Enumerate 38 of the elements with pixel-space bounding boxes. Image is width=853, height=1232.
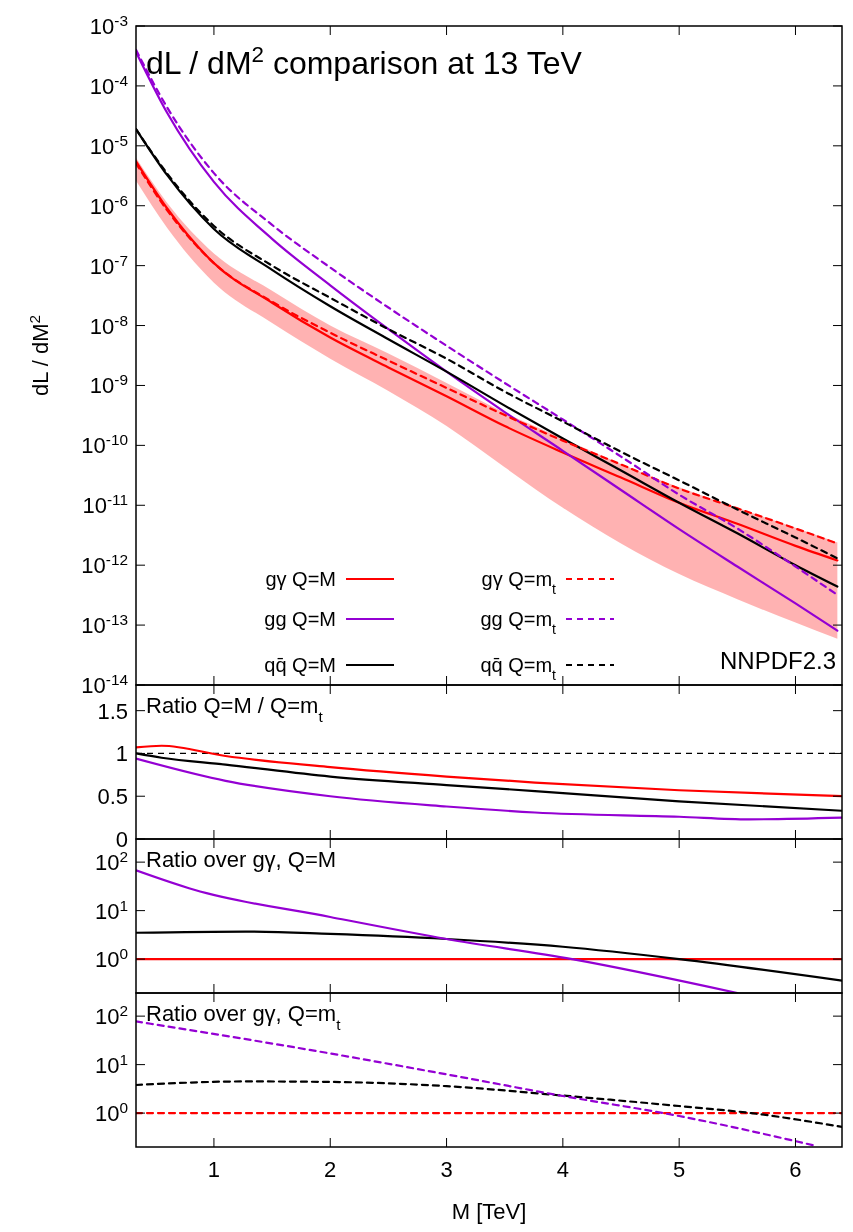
y-tick-label: 0.5 — [97, 784, 128, 810]
y-tick-label: 10$^{-9}$ — [89, 370, 128, 399]
y-tick-label: 10$^{-10}$ — [81, 430, 128, 459]
annotation: NNPDF2.3 — [719, 647, 836, 674]
x-tick-label: 3 — [440, 1157, 453, 1182]
x-axis-title: M [TeV] — [451, 1199, 527, 1224]
y-tick-label: 10$^{-7}$ — [89, 251, 128, 279]
y-tick-label: 10$^{-11}$ — [82, 490, 128, 519]
x-tick-label: 6 — [789, 1157, 802, 1182]
x-tick-label: 1 — [207, 1157, 221, 1182]
y-tick-label: 10$^{-4}$ — [89, 71, 129, 99]
y-tick-label: 10$^{0}$ — [94, 1098, 128, 1127]
y-tick-label: 1 — [115, 741, 128, 767]
y-tick-label: 10$^{-13}$ — [81, 610, 128, 639]
y-tick-label: 10$^{2}$ — [94, 1001, 128, 1030]
x-tick-label: 4 — [556, 1157, 569, 1182]
legend-label: gg Q=M — [264, 608, 336, 630]
text: Ratio Q=M / Q=m$_{t}$ — [146, 693, 324, 725]
y-tick-label: 10$^{0}$ — [94, 944, 128, 973]
x-tick-label: 2 — [324, 1157, 337, 1182]
x-tick-label: 5 — [673, 1157, 686, 1182]
chart-title: Ratio over gγ, Q=M — [146, 847, 337, 872]
y-tick-label: 10$^{-14}$ — [81, 670, 129, 698]
y-tick-label: 10$^{-3}$ — [89, 11, 128, 39]
legend-label: qq̄ Q=m$_{t}$ — [480, 654, 557, 683]
text: dL / dM$^{2}$ comparison at 13 TeV — [146, 41, 583, 81]
legend-label: qq̄ Q=M — [264, 654, 336, 676]
y-tick-label: 10$^{1}$ — [94, 1050, 128, 1078]
text: Ratio over gγ, Q=m$_{t}$ — [146, 1001, 342, 1033]
y-tick-label: 10$^{-6}$ — [89, 191, 128, 219]
y-tick-label: 10$^{-8}$ — [89, 311, 128, 339]
y-tick-label: 1.5 — [97, 698, 128, 724]
y-tick-label: 10$^{-5}$ — [89, 131, 128, 159]
y-tick-label: 10$^{-12}$ — [81, 550, 128, 579]
y-tick-label: 10$^{1}$ — [94, 896, 128, 924]
legend-label: gg Q=m$_{t}$ — [480, 608, 557, 637]
legend-label: gγ Q=m$_{t}$ — [481, 568, 557, 597]
legend-label: gγ Q=M — [265, 568, 336, 590]
